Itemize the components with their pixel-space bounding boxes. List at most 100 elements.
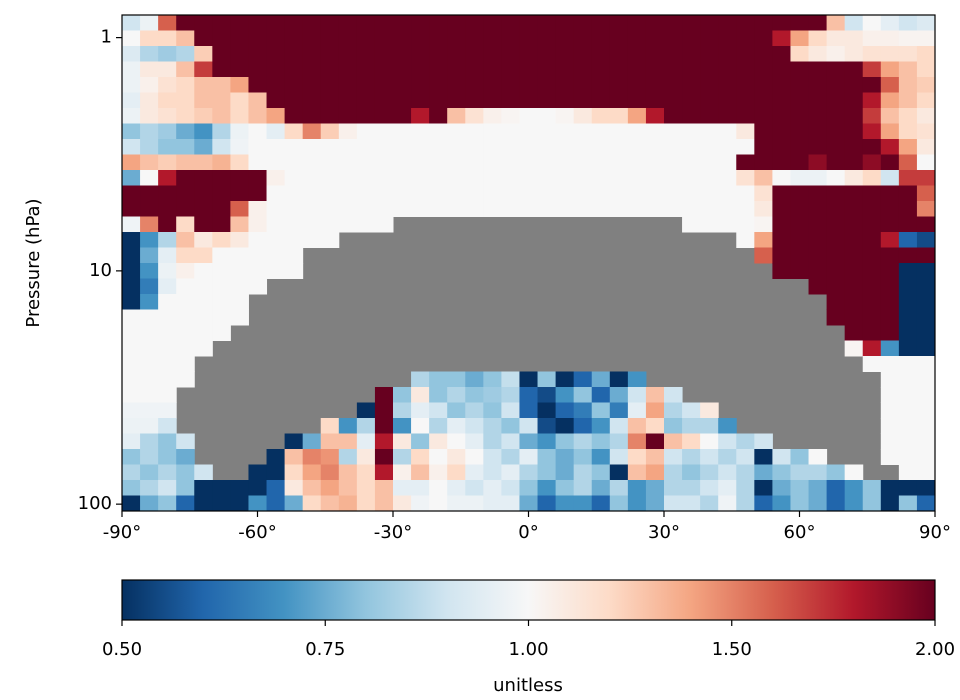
cell [700,139,719,155]
cell [140,449,159,465]
cell [790,61,810,78]
cell [898,170,918,186]
cell [772,154,791,171]
cell [754,46,773,62]
cell [411,15,430,31]
cell [519,480,539,496]
cell [194,232,213,248]
cell [808,123,828,140]
cell [591,170,611,186]
cell [356,15,376,31]
cell [284,449,304,465]
cell [808,77,828,93]
cell [916,387,936,403]
cell [194,46,213,62]
cell [754,185,773,202]
cell [230,309,249,326]
cell [844,309,864,326]
cell [122,185,141,202]
cell [826,294,846,310]
cell [664,387,683,403]
cell [447,418,466,434]
cell [158,433,177,450]
cell [808,154,828,171]
cell [212,92,231,109]
cell [916,418,936,434]
cell [573,170,593,186]
cell [338,170,358,186]
cell [194,61,213,78]
cell [302,170,322,186]
cell [374,123,394,140]
cell [826,154,846,171]
cell [898,371,918,388]
cell [393,449,412,465]
cell [609,449,629,465]
cell [573,139,593,155]
cell [736,185,755,202]
cell [122,325,141,341]
cell [284,15,304,31]
cell [537,61,557,78]
cell [374,139,394,155]
cell [772,480,791,496]
cell [176,185,195,202]
cell [429,402,448,419]
cell [880,77,900,93]
cell [429,185,448,202]
cell [627,77,647,93]
cell [700,433,719,450]
cell [302,464,322,481]
cell [718,433,737,450]
cell [555,418,575,434]
cell [212,185,231,202]
cell [176,30,195,47]
cell [230,123,249,140]
cell [230,139,249,155]
cell [772,263,791,279]
cell [429,495,448,512]
cell [862,278,882,295]
cell [411,123,430,140]
cell [122,480,141,496]
cell [194,278,213,295]
cell [501,108,520,124]
cell [609,495,629,512]
cell [230,495,249,512]
cell [880,325,900,341]
cell [302,185,322,202]
cell [284,216,304,233]
cell [374,92,394,109]
cell [537,433,557,450]
cell [519,201,539,217]
cell [880,449,900,465]
cell [591,464,611,481]
cell [393,77,412,93]
cell [212,263,231,279]
cell [122,263,141,279]
cell [429,77,448,93]
cell [519,464,539,481]
cell [519,371,539,388]
cell [664,495,683,512]
cell [320,61,340,78]
cell [627,61,647,78]
cell [212,77,231,93]
cell [537,108,557,124]
cell [266,61,286,78]
cell [411,30,430,47]
cell [573,154,593,171]
cell [248,247,268,264]
cell [447,464,466,481]
cell [772,449,791,465]
cell [447,387,466,403]
cell [537,402,557,419]
cell [826,480,846,496]
cell [374,449,394,465]
cell [302,108,322,124]
cell [898,356,918,372]
cell [880,232,900,248]
cell [176,480,195,496]
cell [880,387,900,403]
cell [555,30,575,47]
